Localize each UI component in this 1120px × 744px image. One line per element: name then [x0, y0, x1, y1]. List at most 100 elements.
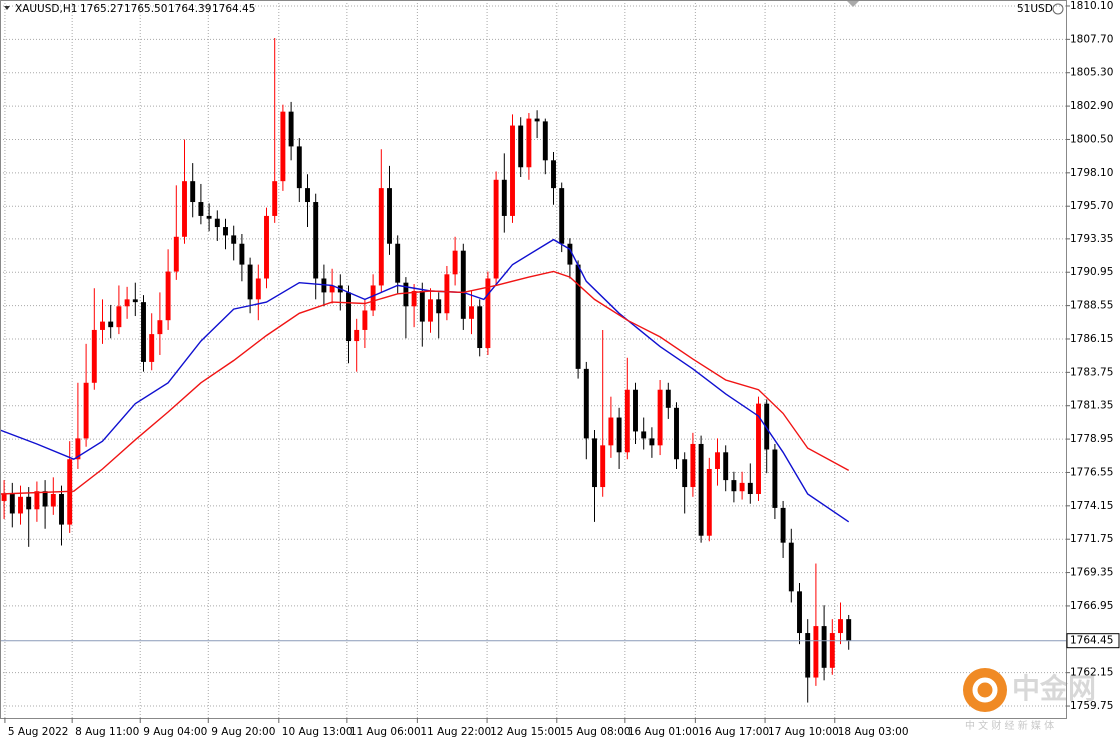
- candle-body: [706, 468, 712, 536]
- candle-body: [600, 445, 606, 488]
- header-arrow: [4, 6, 10, 10]
- account-label: 51USD: [1017, 3, 1053, 15]
- grid: [0, 0, 1066, 718]
- x-tick-label: 8 Aug 11:00: [75, 726, 139, 738]
- candle-body: [731, 480, 737, 492]
- y-tick-label: 1790.95: [1070, 266, 1113, 278]
- candle-body: [116, 306, 122, 328]
- candle-body: [223, 227, 228, 236]
- candle-body: [403, 282, 409, 307]
- candle-body: [214, 218, 220, 228]
- candle-body: [321, 278, 327, 293]
- candle-body: [829, 633, 835, 668]
- candle-body: [239, 243, 245, 265]
- x-tick-label: 17 Aug 10:00: [768, 726, 839, 738]
- account-icon[interactable]: [1052, 3, 1064, 15]
- x-tick-label: 15 Aug 08:00: [560, 726, 631, 738]
- shift-marker[interactable]: [847, 1, 859, 7]
- candle-body: [788, 542, 794, 592]
- y-tick-label: 1800.50: [1070, 133, 1113, 145]
- y-tick-label: 1793.35: [1070, 233, 1113, 245]
- candle-body: [296, 146, 302, 189]
- last-price-label: 1764.45: [1070, 635, 1113, 647]
- x-tick-label: 12 Aug 15:00: [490, 726, 561, 738]
- x-tick-label: 5 Aug 2022: [8, 726, 69, 738]
- candle-body: [772, 449, 778, 508]
- candle-body: [91, 329, 97, 383]
- candle-body: [723, 452, 729, 481]
- candle-body: [780, 507, 786, 543]
- candle-body: [715, 452, 720, 469]
- candle-body: [477, 306, 483, 349]
- candle-body: [633, 389, 638, 432]
- candle-body: [542, 121, 548, 161]
- candle-body: [132, 299, 138, 303]
- candle-body: [501, 179, 507, 216]
- y-tick-label: 1778.95: [1070, 433, 1113, 445]
- candle-body: [526, 118, 532, 168]
- candle-body: [173, 236, 179, 272]
- candle-body: [50, 494, 56, 507]
- candle-body: [485, 278, 491, 349]
- candle-body: [805, 633, 811, 678]
- candle-body: [280, 111, 286, 182]
- candle-body: [813, 626, 819, 678]
- watermark-slogan: 中 文 财 经 新 媒 体: [965, 719, 1054, 732]
- x-tick-label: 18 Aug 03:00: [838, 726, 909, 738]
- candle-body: [329, 285, 335, 293]
- header-open: 1765.27: [80, 3, 123, 15]
- candle-body: [149, 334, 155, 362]
- header-close: 1764.45: [212, 3, 255, 15]
- candle-body: [649, 438, 655, 446]
- candle-body: [9, 494, 15, 514]
- candle-body: [756, 403, 761, 495]
- watermark-brand: 中金网: [1012, 672, 1096, 705]
- candle-body: [797, 591, 802, 634]
- candle-body: [641, 431, 647, 439]
- header-symbol: XAUUSD,H1: [15, 3, 77, 15]
- candle-body: [42, 491, 48, 507]
- candle-body: [583, 368, 589, 439]
- candle-body: [387, 188, 392, 244]
- candle-body: [821, 626, 827, 668]
- candle-body: [534, 118, 540, 122]
- candle-body: [657, 389, 663, 446]
- header-low: 1764.39: [168, 3, 211, 15]
- candle-body: [206, 215, 212, 219]
- y-tick-label: 1805.30: [1070, 67, 1113, 79]
- y-tick-label: 1762.15: [1070, 667, 1113, 679]
- candle-body: [247, 264, 253, 300]
- candle-body: [592, 438, 597, 488]
- candle-body: [838, 619, 843, 634]
- candle-body: [682, 459, 688, 488]
- candle-body: [141, 302, 146, 362]
- candle-body: [190, 181, 196, 203]
- y-tick-label: 1795.70: [1070, 200, 1113, 212]
- candle-body: [460, 250, 466, 319]
- candle-body: [419, 291, 425, 322]
- watermark-logo: [963, 668, 1007, 712]
- candle-body: [362, 310, 368, 330]
- candle-body: [370, 285, 376, 311]
- candle-body: [395, 243, 401, 283]
- candle-body: [18, 496, 23, 514]
- candle-body: [313, 202, 319, 279]
- candle-body: [493, 179, 499, 279]
- candle-body: [428, 299, 433, 322]
- y-tick-label: 1786.15: [1070, 333, 1113, 345]
- candle-body: [411, 291, 417, 307]
- candle-body: [165, 271, 171, 321]
- candle-body: [346, 292, 351, 342]
- x-tick-label: 10 Aug 13:00: [282, 726, 353, 738]
- y-tick-label: 1807.70: [1070, 33, 1113, 45]
- y-tick-label: 1781.35: [1070, 400, 1113, 412]
- candle-body: [665, 389, 671, 408]
- candle-body: [567, 243, 573, 265]
- y-tick-label: 1774.15: [1070, 500, 1113, 512]
- y-tick-label: 1802.90: [1070, 100, 1113, 112]
- candle-body: [674, 407, 679, 460]
- candle-body: [182, 181, 187, 237]
- candle-body: [1, 494, 7, 501]
- moving-average: [0, 270, 850, 495]
